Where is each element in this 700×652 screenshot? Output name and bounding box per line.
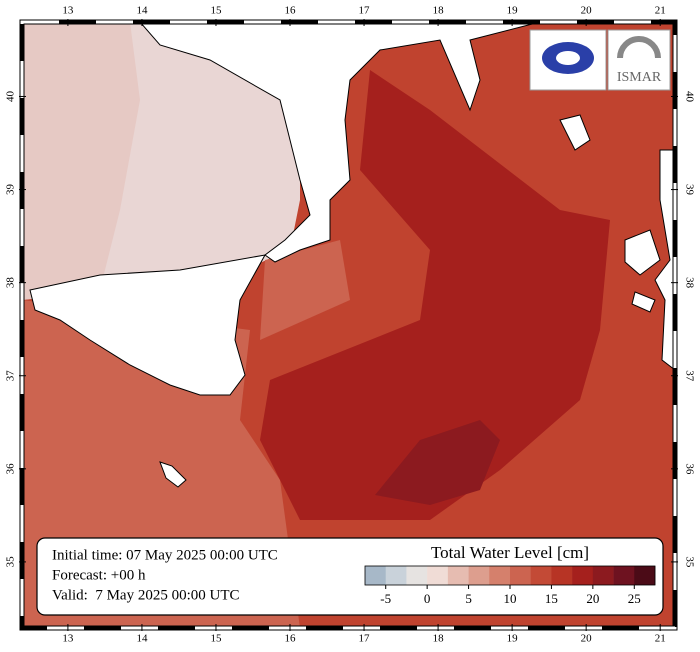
lat-label: 38: [683, 277, 695, 289]
colorbar-label: 25: [628, 591, 641, 606]
colorbar-swatch: [468, 566, 490, 585]
colorbar-swatch: [530, 566, 552, 585]
colorbar-swatch: [489, 566, 511, 585]
map-field: [22, 22, 675, 628]
lon-label: 16: [285, 633, 297, 645]
malta: [159, 461, 187, 488]
lon-label: 18: [433, 633, 445, 645]
frame-checker: [20, 20, 677, 630]
colorbar-swatch: [447, 566, 469, 585]
italy: [139, 22, 541, 263]
lat-label: 39: [5, 184, 17, 196]
lat-label: 37: [683, 370, 695, 382]
colorbar-swatch: [406, 566, 428, 585]
lat-label: 38: [5, 277, 17, 289]
lat-label: 37: [5, 370, 17, 382]
lon-label: 14: [136, 633, 148, 645]
colorbar-swatch: [427, 566, 449, 585]
lon-label: 21: [655, 633, 666, 645]
colorbar-swatch: [572, 566, 594, 585]
lon-label: 19: [507, 633, 519, 645]
lon-label: 17: [359, 5, 371, 17]
lon-label: 14: [136, 5, 148, 17]
island: [631, 291, 656, 313]
logo-text: ISMAR: [617, 70, 662, 85]
colorbar-swatch: [365, 566, 387, 585]
lon-label: 15: [210, 633, 222, 645]
lon-label: 18: [433, 5, 445, 17]
lat-label: 36: [683, 463, 695, 475]
lat-label: 35: [683, 556, 695, 568]
colorbar-label: 10: [504, 591, 517, 606]
lat-label: 40: [683, 91, 695, 103]
sea-light: [22, 22, 140, 300]
island: [624, 229, 661, 276]
sicily: [29, 254, 266, 396]
island: [559, 114, 591, 151]
lon-label: 13: [62, 5, 74, 17]
lat-label: 39: [683, 184, 695, 196]
logo-mark: [556, 51, 580, 65]
lon-label: 13: [62, 633, 74, 645]
lon-label: 17: [359, 633, 371, 645]
colorbar-label: 0: [424, 591, 431, 606]
colorbar-title: Total Water Level [cm]: [431, 543, 589, 562]
colorbar-label: 5: [465, 591, 472, 606]
lon-label: 15: [210, 5, 222, 17]
sea-mid: [260, 240, 350, 340]
lon-label: 19: [507, 5, 519, 17]
colorbar-label: -5: [380, 591, 391, 606]
info-line: Initial time: 07 May 2025 00:00 UTC: [52, 547, 278, 563]
info-box: [36, 537, 664, 616]
colorbar-label: 15: [545, 591, 558, 606]
lon-label: 20: [581, 5, 593, 17]
colorbar-label: 20: [586, 591, 599, 606]
lat-label: 40: [5, 90, 17, 102]
lat-label: 35: [5, 556, 17, 568]
logo-mark: [617, 36, 661, 59]
colorbar-swatch: [385, 566, 407, 585]
land: [29, 22, 675, 488]
sea-dark: [260, 70, 610, 520]
lat-label: 36: [5, 463, 17, 475]
colorbar-swatch: [510, 566, 532, 585]
greece: [654, 149, 675, 371]
lon-label: 21: [655, 5, 666, 17]
colorbar-swatch: [551, 566, 573, 585]
colorbar-swatch: [592, 566, 614, 585]
colorbar-swatch: [634, 566, 656, 585]
logos: ISMAR: [529, 29, 671, 91]
colorbar-swatch: [613, 566, 635, 585]
lon-label: 20: [581, 633, 593, 645]
info-line: Forecast: +00 h: [52, 567, 146, 583]
lon-label: 16: [285, 5, 297, 17]
info-line: Valid: 7 May 2025 00:00 UTC: [52, 587, 240, 603]
sea-darkest: [375, 420, 500, 505]
